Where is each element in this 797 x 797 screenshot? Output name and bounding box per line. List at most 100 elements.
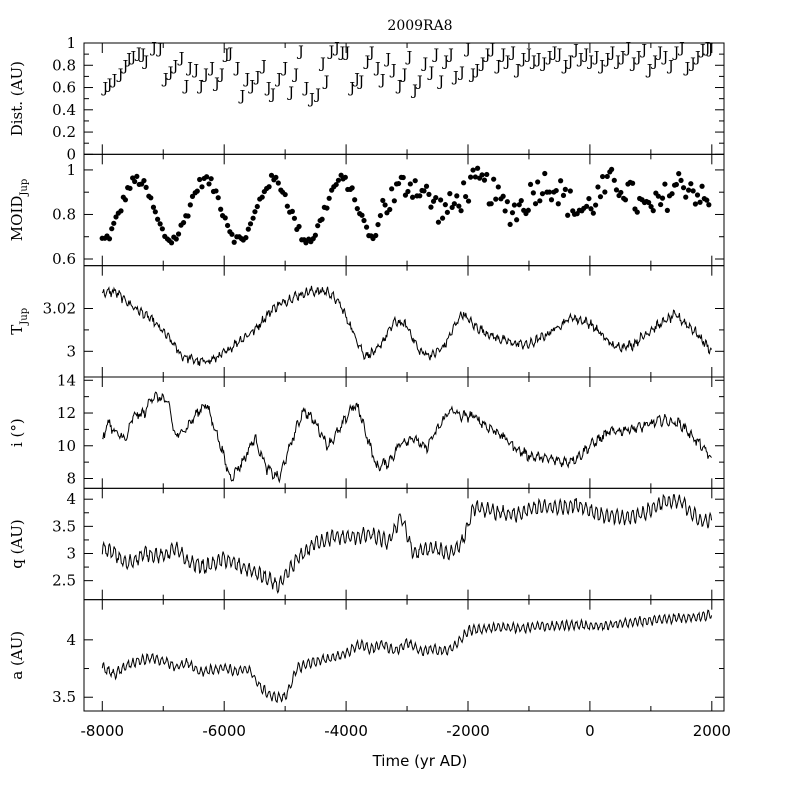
moid-point — [395, 180, 402, 187]
moid-point — [502, 208, 508, 214]
moid-point — [683, 194, 689, 200]
moid-point — [692, 201, 699, 207]
moid-point — [215, 195, 221, 201]
data-marker-j: J — [134, 46, 142, 62]
x-tick-label: -2000 — [446, 722, 490, 740]
moid-point — [175, 231, 182, 237]
moid-point — [542, 170, 548, 177]
data-marker-j: J — [561, 58, 569, 74]
data-marker-j: J — [519, 52, 527, 68]
moid-point — [699, 183, 705, 189]
moid-point — [229, 231, 235, 237]
data-marker-j: J — [693, 49, 701, 65]
moid-point — [433, 195, 439, 201]
moid-point — [208, 176, 214, 182]
x-tick-label: 0 — [585, 722, 595, 740]
moid-point — [391, 198, 397, 204]
data-marker-j: J — [550, 45, 558, 61]
moid-point — [560, 192, 567, 198]
moid-point — [454, 193, 460, 199]
moid-point — [516, 202, 522, 208]
data-marker-j: J — [539, 56, 547, 72]
moid-point — [127, 185, 133, 191]
moid-point — [421, 188, 427, 194]
data-marker-j: J — [378, 73, 386, 89]
moid-point — [694, 192, 701, 198]
data-marker-j: J — [400, 67, 408, 83]
y-axis-label-subscript: Jup — [19, 179, 30, 197]
moid-point — [204, 174, 210, 180]
data-marker-j: J — [618, 49, 626, 65]
moid-point — [319, 216, 325, 222]
data-marker-j: J — [677, 40, 685, 56]
moid-point — [491, 176, 497, 182]
data-marker-j: J — [264, 81, 272, 97]
moid-point — [470, 167, 476, 173]
data-marker-j: J — [363, 54, 371, 70]
moid-point — [373, 232, 379, 239]
data-marker-j: J — [698, 43, 706, 59]
data-marker-j: J — [571, 43, 579, 59]
moid-point — [143, 184, 149, 190]
moid-point — [444, 209, 450, 215]
moid-point — [189, 193, 196, 199]
moid-point — [409, 194, 416, 200]
moid-point — [690, 188, 696, 194]
data-marker-j: J — [494, 58, 502, 74]
moid-point — [590, 210, 596, 216]
moid-point — [417, 193, 423, 199]
moid-point — [664, 207, 670, 214]
moid-point — [504, 199, 510, 205]
data-marker-j: J — [347, 81, 355, 97]
data-marker-j: J — [488, 42, 496, 58]
data-marker-j: J — [274, 72, 282, 88]
y-axis-label: MOIDJup — [8, 179, 30, 241]
moid-point — [387, 206, 393, 213]
moid-point — [354, 206, 360, 212]
data-marker-j: J — [286, 85, 294, 101]
moid-point — [312, 232, 318, 238]
data-marker-j: J — [307, 92, 315, 108]
moid-point — [315, 223, 321, 229]
data-marker-j: J — [110, 73, 118, 89]
data-marker-j: J — [177, 50, 185, 66]
moid-point — [197, 176, 203, 183]
moid-point — [363, 224, 370, 230]
data-marker-j: J — [555, 47, 563, 63]
panel-tjup: 3 3.02 TJup — [8, 265, 725, 378]
moid-point — [613, 187, 620, 193]
y-tick-label: 0 — [66, 145, 76, 163]
moid-point — [495, 184, 501, 190]
data-marker-j: J — [149, 40, 157, 56]
moid-point — [688, 181, 694, 187]
moid-point — [500, 193, 506, 199]
y-tick-label: 0.8 — [52, 205, 76, 223]
moid-point — [206, 181, 212, 187]
moid-point — [611, 177, 617, 183]
moid-point — [254, 203, 260, 210]
moid-point — [438, 197, 444, 203]
moid-point — [218, 206, 224, 212]
moid-point — [405, 188, 411, 195]
moid-point — [148, 195, 154, 201]
data-marker-j: J — [243, 72, 251, 88]
data-marker-j: J — [483, 47, 491, 63]
moid-point — [284, 203, 290, 209]
series-line-tjup — [101, 285, 713, 366]
data-marker-j: J — [318, 56, 326, 72]
y-tick-label: 10 — [57, 437, 76, 455]
moid-point — [407, 181, 413, 187]
data-marker-j: J — [124, 52, 132, 68]
moid-point — [333, 181, 339, 188]
moid-point — [291, 215, 298, 221]
y-tick-label: 4 — [66, 490, 76, 508]
data-marker-j: J — [472, 63, 480, 79]
panel-frame — [83, 153, 725, 267]
y-axis-label-subscript: Jup — [19, 308, 30, 326]
moid-point — [655, 193, 661, 199]
moid-point — [185, 213, 191, 219]
data-marker-j: J — [161, 72, 169, 88]
moid-point — [618, 189, 624, 196]
data-marker-j: J — [706, 42, 714, 58]
moid-point — [609, 166, 615, 172]
